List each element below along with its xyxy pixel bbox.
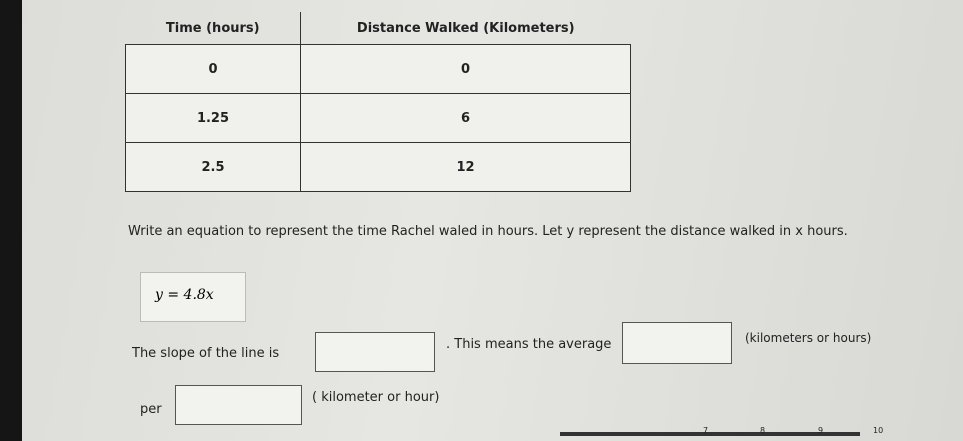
average-text: . This means the average: [446, 337, 612, 352]
unit-hint: (kilometers or hours): [745, 331, 872, 345]
progress-track: [560, 432, 860, 436]
slope-input[interactable]: [315, 332, 435, 372]
progress-step[interactable]: 9: [818, 426, 824, 435]
question: Write an equation to represent the time …: [128, 224, 848, 239]
unit-input-1[interactable]: [622, 322, 732, 364]
unit-input-2[interactable]: [175, 385, 302, 425]
table-header: Time (hours): [125, 12, 301, 45]
table-cell: 0: [300, 44, 631, 94]
data-table: Time (hours) Distance Walked (Kilometers…: [125, 12, 631, 192]
screen-edge: [0, 0, 22, 441]
table-header: Distance Walked (Kilometers): [300, 12, 631, 45]
table-cell: 12: [300, 142, 631, 192]
table-cell: 0: [125, 44, 301, 94]
table-cell: 2.5: [125, 142, 301, 192]
table-cell: 6: [300, 93, 631, 143]
per-text: per: [140, 402, 162, 417]
answer: y = 4.8x: [155, 287, 214, 303]
slope-text: The slope of the line is: [132, 346, 280, 361]
unit-hint: ( kilometer or hour): [312, 390, 440, 405]
answer-box[interactable]: y = 4.8x: [140, 272, 246, 322]
progress-step[interactable]: 7: [703, 426, 709, 435]
progress-step[interactable]: 10: [873, 426, 884, 435]
table-cell: 1.25: [125, 93, 301, 143]
progress-step[interactable]: 8: [760, 426, 766, 435]
